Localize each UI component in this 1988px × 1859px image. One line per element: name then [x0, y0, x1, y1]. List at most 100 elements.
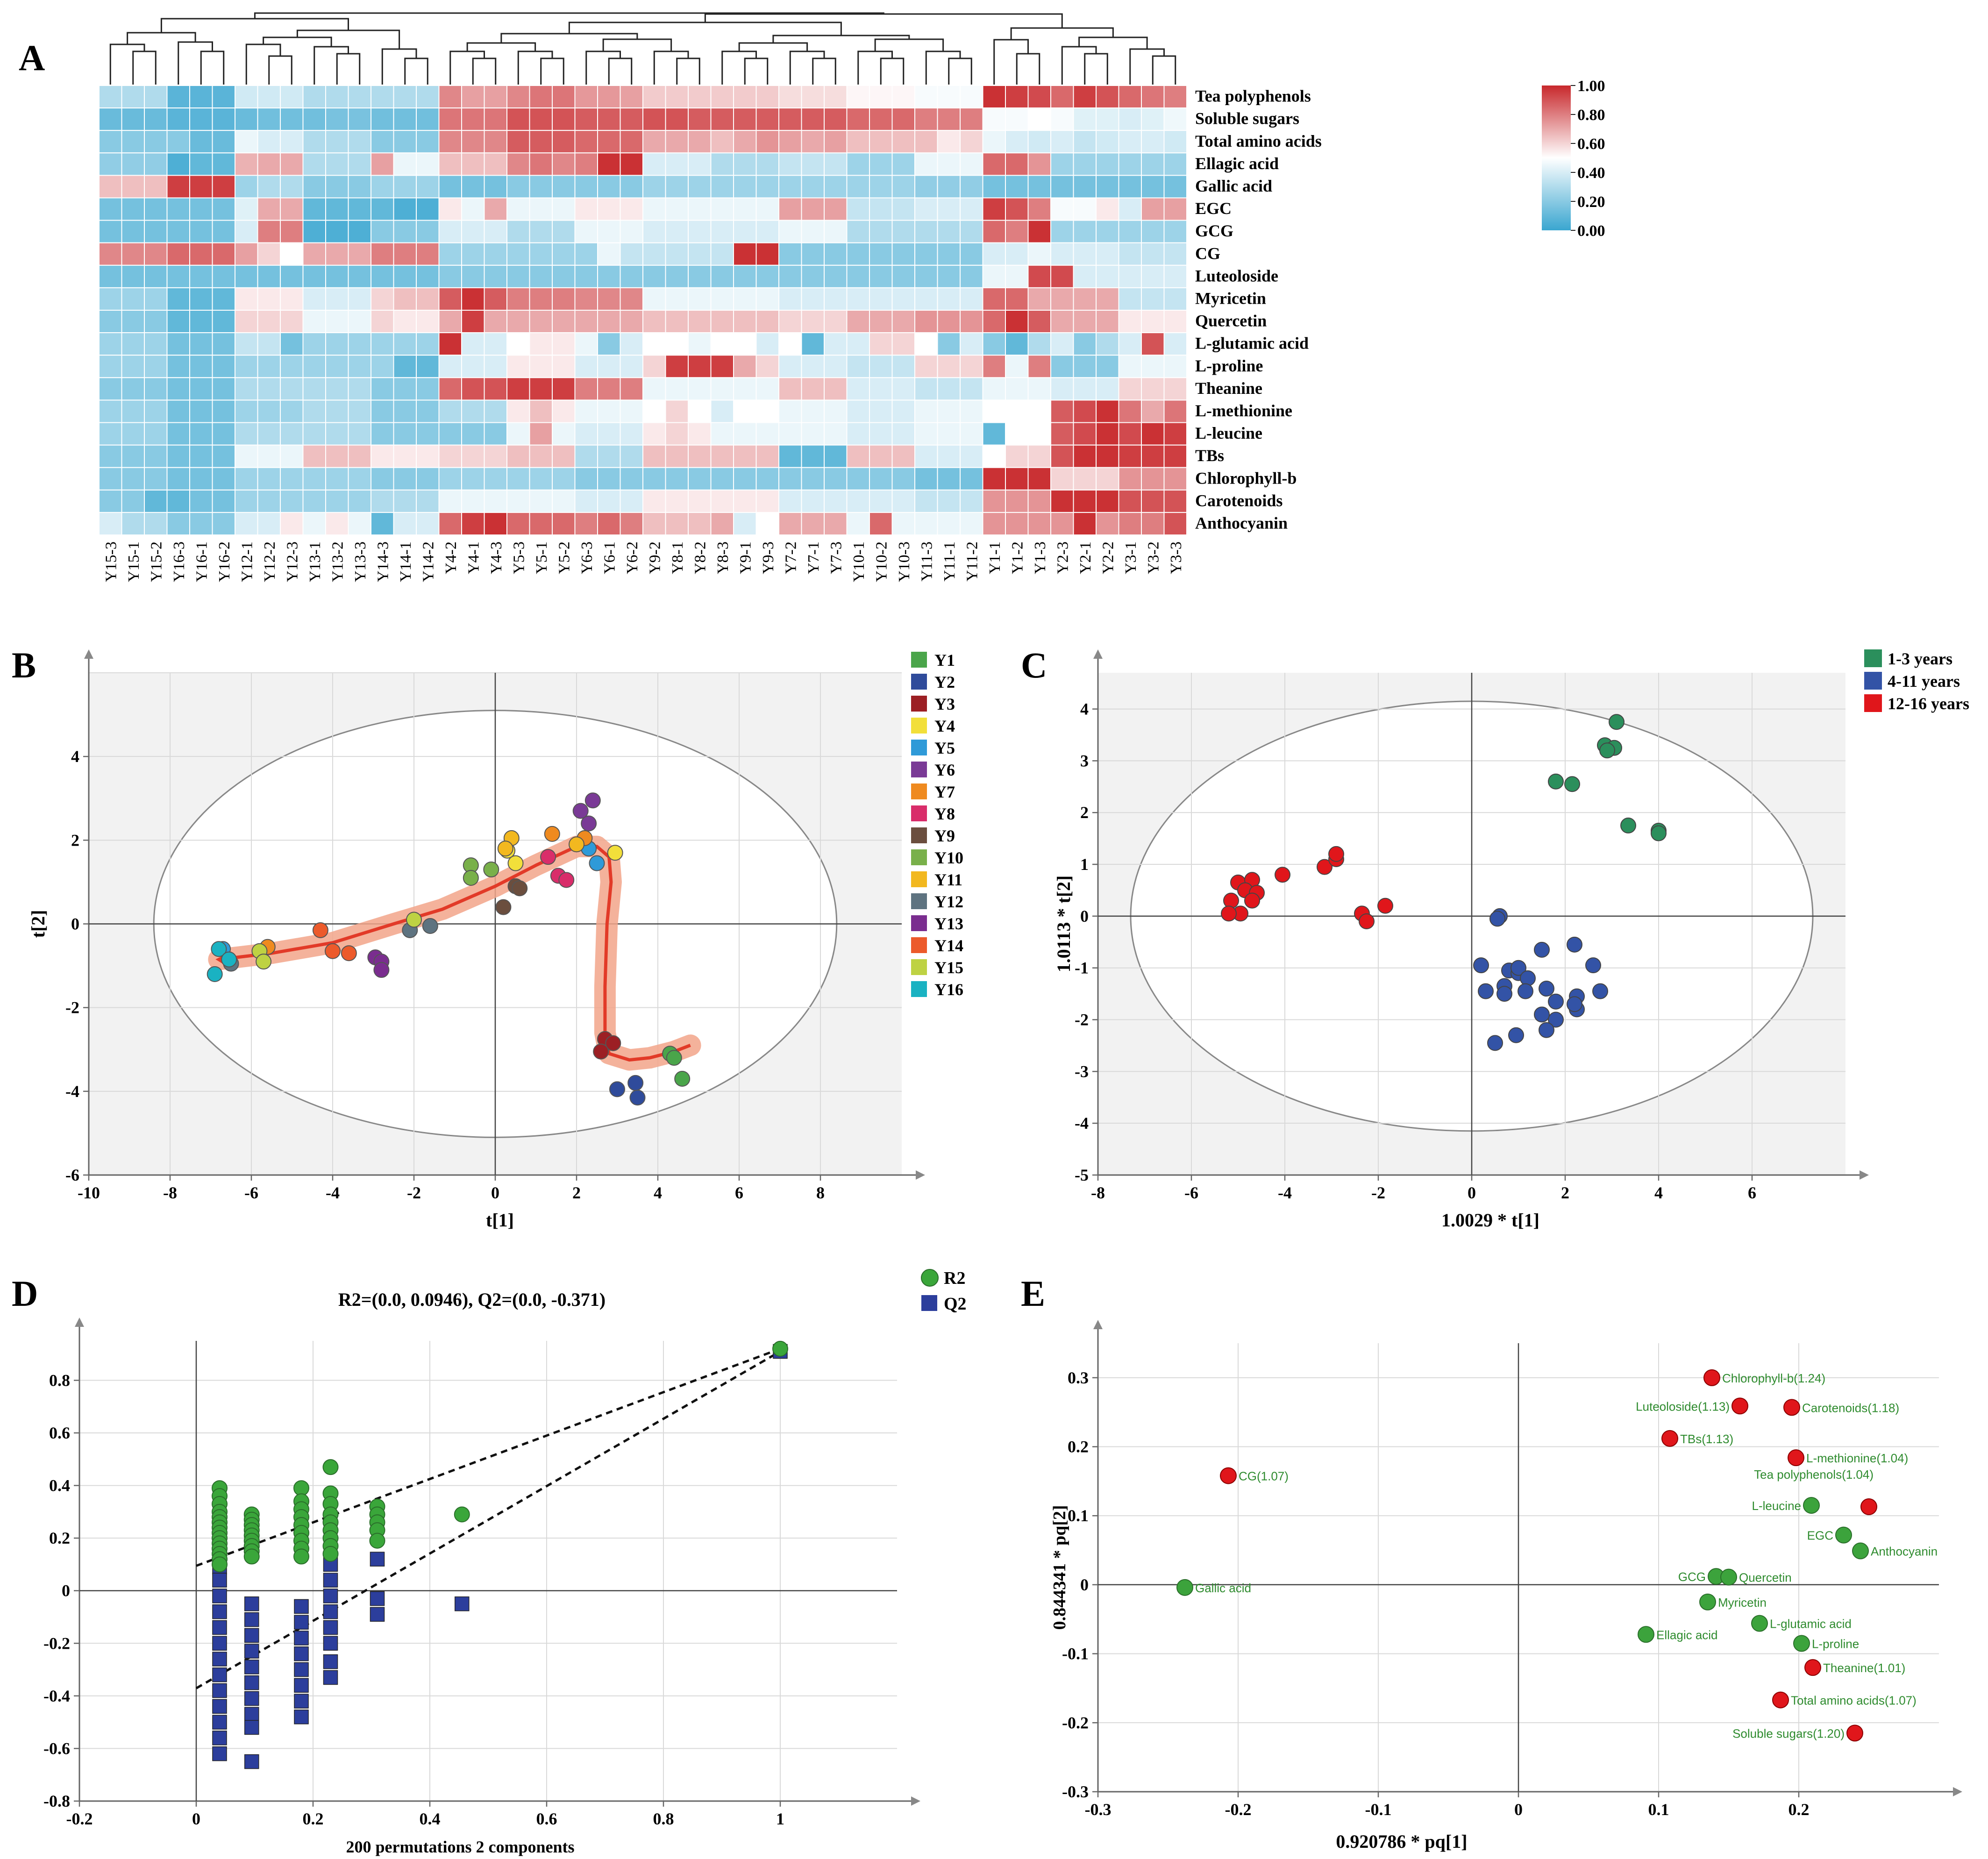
heatmap-cell	[348, 220, 371, 243]
heatmap-cell	[371, 175, 394, 199]
heatmap-column-label: Y2-1	[1077, 541, 1094, 574]
heatmap-cell	[416, 242, 440, 266]
heatmap-row-label: EGC	[1195, 199, 1232, 218]
heatmap-cell	[1163, 287, 1187, 311]
heatmap-cell	[235, 242, 258, 266]
scatter-point-y9	[512, 880, 528, 897]
heatmap-cell	[665, 310, 689, 334]
heatmap-cell	[914, 377, 938, 401]
heatmap-cell	[325, 489, 349, 513]
heatmap-cell	[1050, 197, 1074, 221]
heatmap-cell	[99, 85, 122, 109]
heatmap-cell	[1073, 422, 1097, 446]
heatmap-row-label: CG	[1195, 244, 1220, 263]
heatmap-cell	[846, 220, 870, 243]
heatmap-cell	[484, 85, 507, 109]
heatmap-cell	[1027, 512, 1051, 536]
heatmap-cell	[755, 130, 779, 154]
heatmap-cell	[393, 197, 417, 221]
dendrogram-link	[245, 43, 281, 85]
heatmap-cell	[393, 287, 417, 311]
heatmap-cell	[280, 85, 304, 109]
dendrogram-link	[1016, 53, 1040, 85]
heatmap-row-label: Myricetin	[1195, 289, 1266, 308]
q2-point	[244, 1754, 259, 1769]
heatmap-cell	[1005, 287, 1029, 311]
heatmap-cell	[257, 422, 281, 446]
loading-point	[1751, 1615, 1768, 1632]
heatmap-cell	[99, 130, 122, 154]
heatmap-cell	[99, 399, 122, 423]
heatmap-cell	[960, 332, 983, 356]
heatmap-cell	[235, 152, 258, 176]
heatmap-cell	[620, 175, 643, 199]
heatmap-cell	[325, 220, 349, 243]
heatmap-cell	[914, 264, 938, 288]
heatmap-cell	[166, 197, 190, 221]
heatmap-cell	[778, 107, 802, 131]
heatmap-cell	[937, 310, 961, 334]
heatmap-cell	[914, 332, 938, 356]
heatmap-cell	[574, 85, 598, 109]
q2-point	[212, 1573, 227, 1588]
heatmap-column-label: Y14-1	[397, 541, 414, 582]
heatmap-cell	[937, 220, 961, 243]
loading-point	[1720, 1568, 1737, 1586]
loading-point-label: L-proline	[1812, 1637, 1859, 1651]
heatmap-cell	[620, 489, 643, 513]
heatmap-cell	[982, 512, 1006, 536]
heatmap-cell	[371, 152, 394, 176]
heatmap-cell	[529, 467, 553, 491]
heatmap-cell	[642, 197, 666, 221]
heatmap-cell	[99, 332, 122, 356]
heatmap-cell	[620, 152, 643, 176]
heatmap-cell	[416, 355, 440, 378]
heatmap-cell	[1096, 489, 1119, 513]
heatmap-cell	[937, 152, 961, 176]
heatmap-cell	[1073, 197, 1097, 221]
heatmap-cell	[121, 197, 145, 221]
heatmap-cell	[257, 444, 281, 468]
heatmap-cell	[257, 197, 281, 221]
heatmap-cell	[506, 152, 530, 176]
heatmap-cell	[688, 130, 712, 154]
heatmap-cell	[371, 332, 394, 356]
heatmap-cell	[1027, 310, 1051, 334]
heatmap-cell	[212, 264, 235, 288]
heatmap-cell	[212, 85, 235, 109]
heatmap-cell	[824, 107, 848, 131]
heatmap-cell	[393, 467, 417, 491]
heatmap-cell	[484, 107, 507, 131]
heatmap-column-label: Y12-1	[238, 541, 256, 582]
scatter-point-group-2	[1585, 957, 1601, 974]
heatmap-column-label: Y4-2	[442, 541, 460, 574]
legend-swatch	[911, 959, 927, 975]
heatmap-cell	[960, 467, 983, 491]
heatmap-cell	[574, 287, 598, 311]
heatmap-cell	[257, 377, 281, 401]
heatmap-cell	[1050, 422, 1074, 446]
heatmap-cell	[1141, 377, 1165, 401]
heatmap-cell	[257, 355, 281, 378]
heatmap-cell	[280, 264, 304, 288]
heatmap-cell	[166, 399, 190, 423]
heatmap-cell	[416, 197, 440, 221]
heatmap-cell	[1073, 130, 1097, 154]
heatmap-cell	[688, 355, 712, 378]
heatmap-cell	[189, 512, 213, 536]
y-tick-label: -0.8	[43, 1792, 70, 1810]
q2-point	[244, 1628, 259, 1643]
heatmap-cell	[914, 220, 938, 243]
heatmap-cell	[212, 175, 235, 199]
scatter-point-group-2	[1567, 996, 1582, 1012]
heatmap-cell	[461, 310, 485, 334]
scatter-point-group-2	[1496, 986, 1512, 1002]
heatmap-cell	[166, 332, 190, 356]
heatmap-cell	[801, 444, 825, 468]
y-axis-arrow	[1093, 1320, 1103, 1329]
heatmap-cell	[1096, 512, 1119, 536]
heatmap-row-label: TBs	[1195, 446, 1224, 465]
heatmap-cell	[1005, 220, 1029, 243]
legend-marker-q2	[921, 1295, 937, 1311]
q2-point	[294, 1599, 309, 1614]
